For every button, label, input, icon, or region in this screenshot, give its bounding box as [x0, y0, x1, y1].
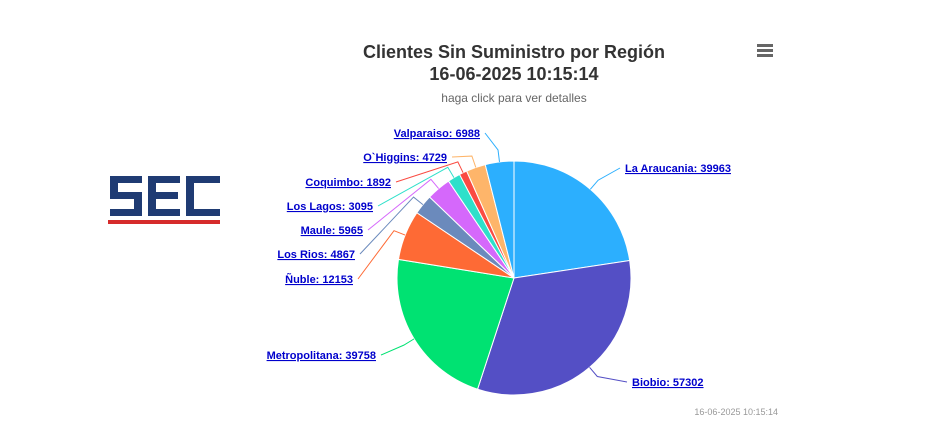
pie-label-3[interactable]: Metropolitana: 39758 [267, 350, 376, 362]
pie-label-10[interactable]: Valparaiso: 6988 [394, 128, 480, 140]
hamburger-menu-icon[interactable] [753, 42, 777, 64]
pie-slice-2[interactable] [476, 259, 632, 396]
chart-title-text: Clientes Sin Suministro por Región [362, 42, 666, 62]
pie-slice-1[interactable] [513, 160, 631, 279]
pie-label-6[interactable]: Maule: 5965 [301, 225, 363, 237]
pie-connector-10 [484, 132, 500, 162]
pie-connector-9 [451, 155, 477, 168]
pie-connector-7 [377, 166, 455, 207]
pie-label-8[interactable]: Coquimbo: 1892 [305, 177, 391, 189]
pie-label-4[interactable]: Ñuble: 12153 [285, 273, 353, 286]
pie-connector-5 [359, 196, 424, 255]
pie-connector-3 [380, 338, 415, 356]
pie-slice-10[interactable] [484, 160, 515, 279]
chart-credits: 16-06-2025 10:15:14 [694, 407, 778, 417]
pie-label-9[interactable]: O`Higgins: 4729 [363, 152, 447, 164]
sec-logo [108, 176, 220, 224]
pie-label-2[interactable]: Biobio: 57302 [632, 377, 704, 389]
pie-label-1[interactable]: La Araucania: 39963 [625, 163, 731, 175]
pie-connector-6 [367, 178, 440, 231]
pie-label-5[interactable]: Los Rios: 4867 [277, 249, 355, 261]
pie-connector-8 [395, 161, 464, 183]
pie-connector-2 [589, 367, 628, 383]
pie-slice-3[interactable] [396, 258, 515, 390]
chart-title-date: 16-06-2025 10:15:14 [429, 64, 599, 84]
chart-subtitle: haga click para ver detalles [441, 91, 587, 105]
pie-connector-4 [357, 230, 406, 280]
pie-connector-1 [589, 167, 621, 190]
chart-title: Clientes Sin Suministro por Región 16-06… [0, 41, 930, 85]
pie-label-7[interactable]: Los Lagos: 3095 [287, 201, 373, 213]
